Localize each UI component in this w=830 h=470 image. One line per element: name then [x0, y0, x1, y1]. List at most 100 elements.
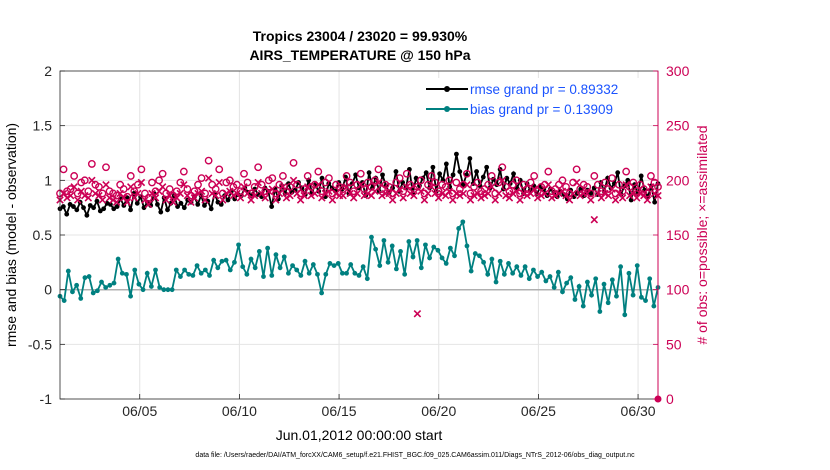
y-right-tick-label: 0: [666, 391, 674, 407]
obs-assimilated-point: [625, 191, 634, 200]
obs-assimilated-point: [452, 189, 461, 198]
series-point: [323, 271, 329, 277]
obs-possible-point: [179, 167, 188, 176]
series-point: [223, 257, 229, 263]
obs-possible-point: [342, 172, 351, 180]
obs-assimilated-point: [311, 189, 319, 198]
y-left-tick-label: 0.5: [33, 227, 53, 243]
series-point: [74, 207, 80, 213]
obs-assimilated-point: [151, 194, 160, 202]
obs-assimilated-point: [395, 185, 404, 193]
series-point: [423, 170, 429, 176]
series-point: [518, 273, 524, 278]
obs-possible-point: [190, 187, 199, 196]
series-point: [157, 285, 163, 290]
obs-assimilated-point: [321, 189, 330, 198]
obs-assimilated-point: [123, 198, 131, 206]
obs-assimilated-point: [250, 191, 259, 200]
series-point: [511, 171, 516, 177]
obs-possible-point: [371, 176, 379, 185]
obs-assimilated-point: [371, 187, 379, 196]
obs-possible-point: [275, 180, 284, 189]
obs-assimilated-point: [480, 191, 489, 200]
obs-assimilated-point: [509, 189, 517, 198]
y-right-tick-label: 150: [666, 227, 690, 243]
legend-rmse-label: rmse grand pr = 0.89332: [470, 82, 618, 97]
series-point: [107, 282, 113, 288]
obs-assimilated-point: [137, 178, 146, 187]
obs-assimilated-point: [385, 189, 393, 198]
obs-possible-point: [562, 182, 570, 191]
obs-possible-point: [417, 176, 425, 185]
legend-bias-label: bias grand pr = 0.13909: [470, 102, 613, 117]
obs-assimilated-point: [98, 196, 107, 204]
obs-possible-point: [466, 189, 475, 198]
obs-possible-point: [66, 185, 75, 193]
series-point: [605, 300, 611, 306]
series-point: [348, 262, 354, 267]
obs-assimilated-point: [650, 189, 659, 198]
obs-possible-point: [512, 176, 521, 185]
series-point: [398, 249, 403, 254]
series-point: [366, 170, 372, 176]
obs-possible-point: [590, 172, 599, 180]
obs-possible-point: [172, 187, 181, 196]
obs-possible-point: [593, 180, 602, 189]
series-point: [327, 261, 333, 266]
legend-bias-marker: [444, 106, 450, 112]
obs-possible-point: [268, 174, 277, 183]
series-point: [81, 205, 86, 211]
series-point: [74, 282, 80, 288]
series-point: [128, 207, 133, 213]
series-point: [298, 273, 304, 278]
obs-assimilated-point: [378, 191, 386, 200]
series-point: [443, 161, 449, 167]
obs-assimilated-point: [325, 187, 333, 196]
series-point: [588, 191, 594, 196]
series-point: [535, 274, 540, 279]
obs-assimilated-point: [194, 189, 202, 198]
obs-possible-point: [240, 169, 248, 178]
obs-possible-point: [133, 180, 142, 189]
series-point: [431, 244, 437, 250]
obs-assimilated-point: [403, 183, 411, 191]
obs-assimilated-point: [410, 191, 418, 200]
obs-possible-point: [314, 167, 323, 176]
series-point: [178, 274, 183, 279]
series-point: [115, 256, 121, 262]
series-point: [638, 294, 644, 300]
y-left-tick-label: 0: [44, 282, 52, 298]
series-point: [437, 171, 443, 177]
obs-possible-point: [544, 167, 553, 176]
series-point: [207, 273, 212, 278]
series-point: [477, 253, 482, 259]
x-tick-label: 06/30: [621, 403, 656, 419]
series-1: [57, 219, 661, 318]
obs-assimilated-point: [219, 196, 227, 204]
obs-assimilated-point: [364, 189, 372, 198]
obs-possible-point: [622, 167, 631, 176]
obs-assimilated-point: [91, 189, 100, 198]
series-point: [173, 267, 179, 273]
obs-assimilated-point: [105, 194, 114, 202]
obs-assimilated-point: [590, 215, 599, 224]
series-point: [467, 156, 473, 161]
obs-assimilated-point: [222, 189, 231, 198]
series-point: [373, 246, 379, 252]
series-point: [194, 263, 200, 269]
obs-possible-point: [643, 189, 652, 198]
obs-assimilated-point: [498, 176, 507, 185]
y-left-tick-label: 2: [44, 63, 52, 79]
obs-assimilated-point: [328, 196, 337, 204]
series-point: [472, 251, 478, 256]
series-point: [248, 256, 254, 262]
obs-possible-point: [618, 187, 627, 196]
obs-possible-point: [317, 187, 326, 196]
obs-assimilated-point: [463, 180, 471, 189]
series-point: [450, 172, 456, 178]
series-point: [572, 297, 578, 302]
obs-possible-point: [197, 174, 206, 183]
series-point: [460, 219, 466, 225]
obs-possible-point: [254, 163, 263, 172]
